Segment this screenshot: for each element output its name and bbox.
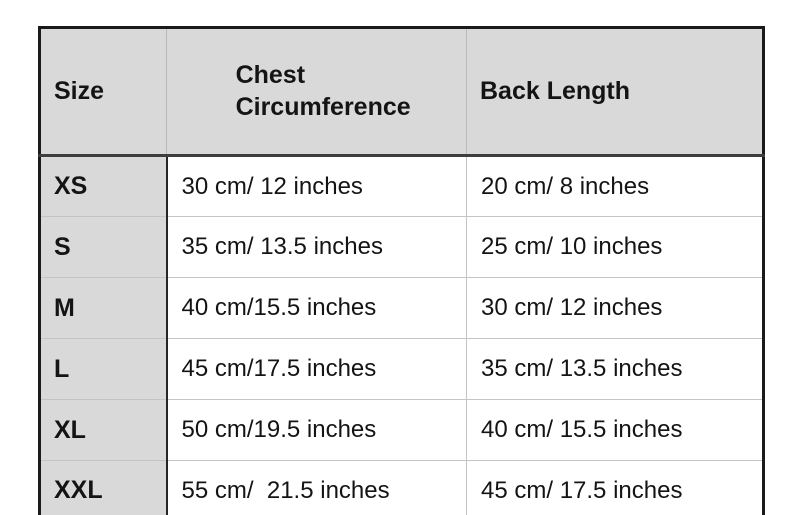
table-row: XL 50 cm/19.5 inches 40 cm/ 15.5 inches (39, 399, 764, 461)
back-length-cell: 25 cm/ 10 inches (466, 216, 764, 278)
size-chart-table: Size Chest Circumference Back Length XS … (38, 26, 765, 515)
header-chest-circumference-label: Chest Circumference (235, 61, 411, 121)
size-cell: L (39, 338, 168, 400)
table-row: XXL 55 cm/ 21.5 inches 45 cm/ 17.5 inche… (39, 460, 764, 515)
table-body: XS 30 cm/ 12 inches 20 cm/ 8 inches S 35… (39, 155, 764, 515)
header-row: Size Chest Circumference Back Length (39, 27, 764, 157)
chest-circumference-cell: 40 cm/15.5 inches (166, 277, 467, 339)
back-length-cell: 40 cm/ 15.5 inches (466, 399, 764, 461)
back-length-cell: 35 cm/ 13.5 inches (466, 338, 764, 400)
table-row: M 40 cm/15.5 inches 30 cm/ 12 inches (39, 277, 764, 339)
header-chest-circumference: Chest Circumference (166, 27, 467, 157)
size-cell: XXL (39, 460, 168, 515)
size-cell: XS (39, 155, 168, 217)
table-header: Size Chest Circumference Back Length (39, 27, 764, 157)
size-cell: M (39, 277, 168, 339)
table-row: XS 30 cm/ 12 inches 20 cm/ 8 inches (39, 155, 764, 217)
chest-circumference-cell: 30 cm/ 12 inches (166, 155, 467, 217)
back-length-cell: 20 cm/ 8 inches (466, 155, 764, 217)
table-row: S 35 cm/ 13.5 inches 25 cm/ 10 inches (39, 216, 764, 278)
chest-circumference-cell: 45 cm/17.5 inches (166, 338, 467, 400)
size-cell: XL (39, 399, 168, 461)
chest-circumference-cell: 35 cm/ 13.5 inches (166, 216, 467, 278)
header-back-length: Back Length (466, 27, 764, 157)
back-length-cell: 30 cm/ 12 inches (466, 277, 764, 339)
back-length-cell: 45 cm/ 17.5 inches (466, 460, 764, 515)
chest-circumference-cell: 50 cm/19.5 inches (166, 399, 467, 461)
table-row: L 45 cm/17.5 inches 35 cm/ 13.5 inches (39, 338, 764, 400)
header-size: Size (39, 27, 167, 157)
chest-circumference-cell: 55 cm/ 21.5 inches (166, 460, 467, 515)
size-cell: S (39, 216, 168, 278)
